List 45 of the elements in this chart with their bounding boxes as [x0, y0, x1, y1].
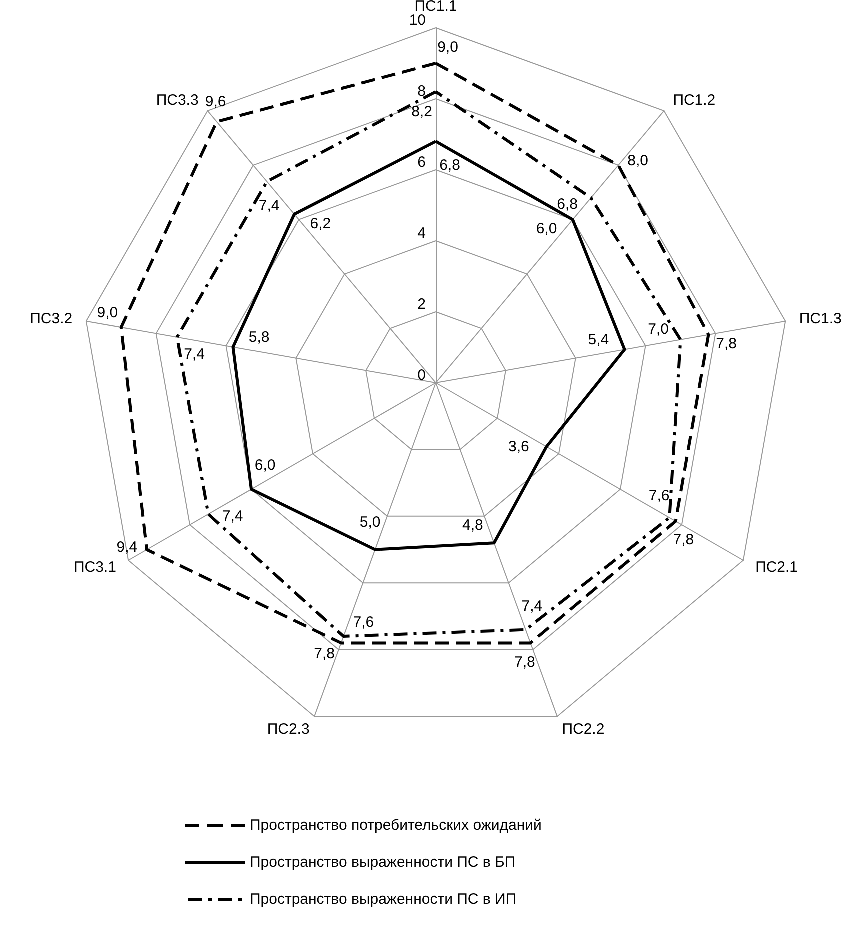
- legend-label: Пространство выраженности ПС в БП: [250, 854, 516, 871]
- data-label: 6,2: [310, 215, 332, 232]
- legend-label: Пространство выраженности ПС в ИП: [250, 891, 517, 908]
- data-label: 6,8: [557, 196, 578, 213]
- y-tick-label: 2: [418, 296, 426, 313]
- data-label: 8,2: [412, 103, 432, 120]
- data-label: 5,4: [588, 332, 610, 349]
- data-label: 6,8: [440, 157, 460, 174]
- y-tick-label: 10: [409, 12, 426, 29]
- y-tick-label: 4: [418, 225, 426, 242]
- legend-label: Пространство потребительских ожиданий: [250, 817, 542, 834]
- data-label: 7,4: [522, 598, 543, 615]
- spoke-label: ПС2.2: [562, 721, 605, 738]
- data-label: 5,0: [360, 514, 381, 531]
- data-label: 9,4: [116, 538, 138, 556]
- spoke-label: ПС1.2: [673, 92, 716, 109]
- data-label: 7,6: [353, 614, 374, 632]
- data-label: 7,8: [673, 531, 694, 548]
- data-label: 6,0: [254, 456, 276, 474]
- y-tick-label: 8: [418, 83, 426, 100]
- data-label: 6,0: [536, 220, 558, 238]
- data-label: 7,8: [314, 646, 335, 663]
- data-label: 7,8: [514, 654, 536, 671]
- spoke-label: ПС3.2: [30, 310, 73, 328]
- data-label: 7,0: [648, 321, 670, 338]
- spoke-label: ПС1.3: [799, 310, 842, 328]
- data-label: 7,4: [184, 346, 205, 364]
- y-tick-label: 0: [418, 367, 426, 384]
- data-label: 7,8: [716, 335, 737, 352]
- data-label: 7,6: [648, 487, 670, 504]
- spoke-label: ПС1.1: [414, 0, 458, 15]
- data-label: 7,4: [222, 508, 244, 525]
- spoke-label: ПС2.3: [267, 721, 310, 738]
- spoke-label: ПС3.1: [74, 559, 116, 576]
- data-label: 8,0: [628, 152, 648, 170]
- data-label: 9,6: [205, 93, 226, 110]
- data-label: 4,8: [462, 516, 484, 534]
- spoke-label: ПС2.1: [756, 559, 798, 576]
- data-label: 5,8: [248, 329, 270, 346]
- y-tick-label: 6: [418, 154, 426, 171]
- spoke-label: ПС3.3: [156, 92, 199, 109]
- data-label: 9,0: [438, 39, 458, 56]
- data-label: 7,4: [258, 198, 280, 215]
- data-label: 9,0: [97, 304, 118, 322]
- data-label: 3,6: [508, 438, 530, 456]
